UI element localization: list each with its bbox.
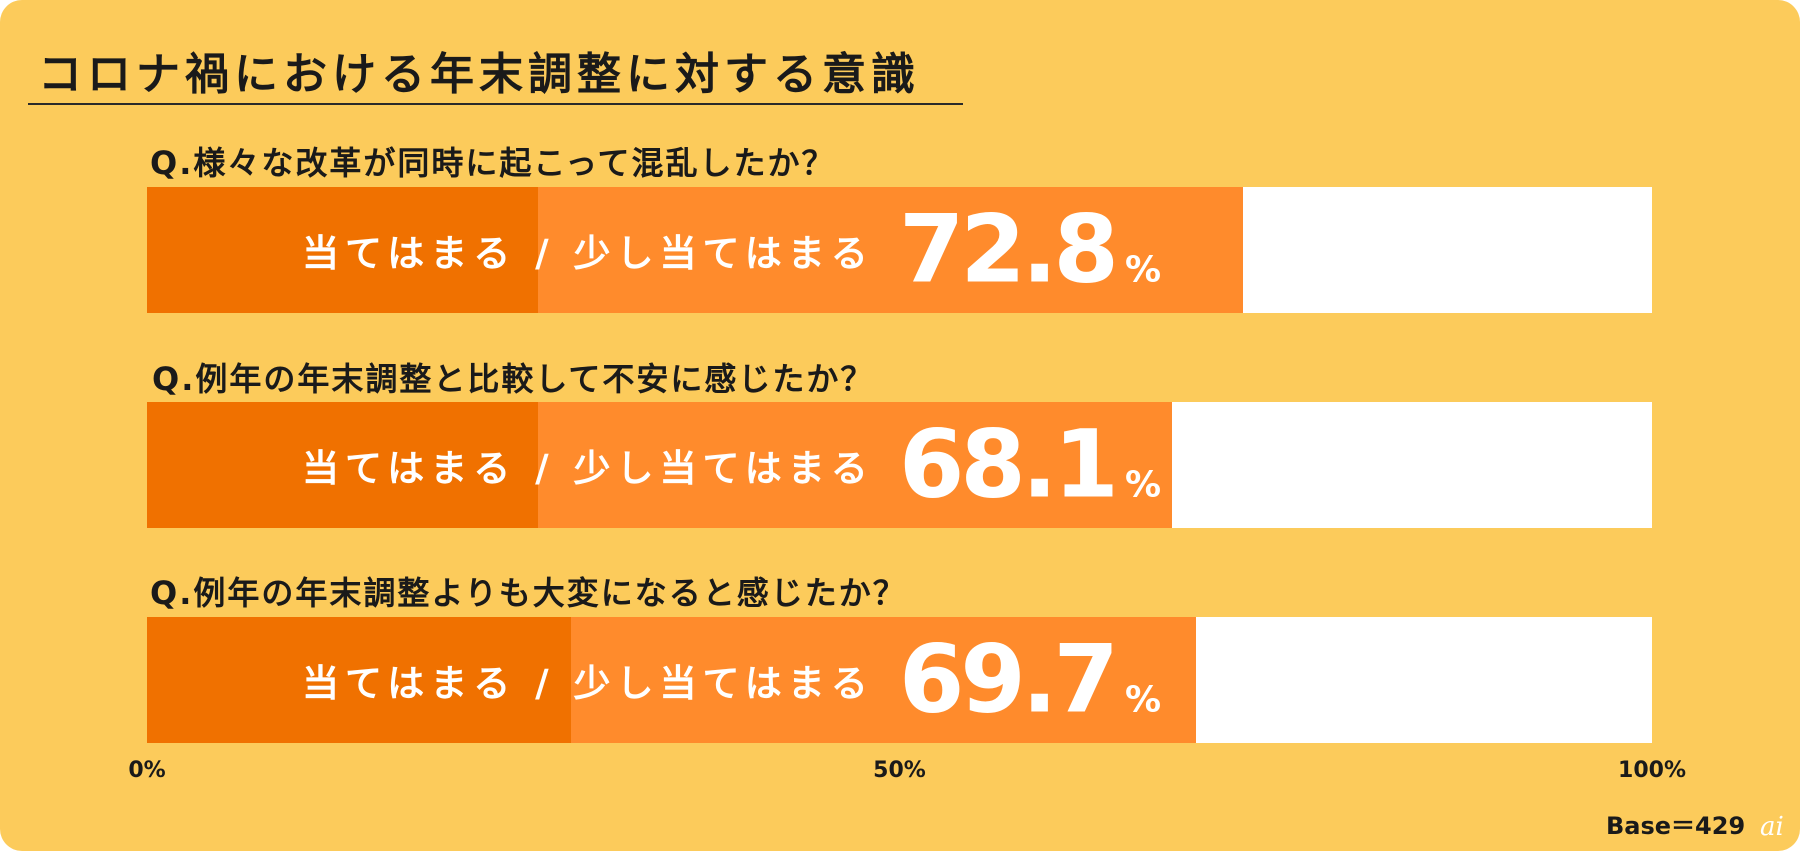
bar-label-2: 当てはまる / 少し当てはまる [302,447,874,490]
bar-value-2: 68.1% [899,411,1161,520]
bar-value-unit-1: % [1124,249,1162,291]
watermark-logo: ai [1760,812,1784,842]
question-2: Q.例年の年末調整と比較して不安に感じたか？ [152,360,875,398]
bar-value-unit-3: % [1124,679,1162,721]
question-1: Q.様々な改革が同時に起こって混乱したか？ [150,144,836,182]
base-count: Base＝429 [1606,812,1746,840]
bar-value-number-2: 68.1 [899,410,1119,520]
bar-segment-somewhat-1 [538,187,1243,313]
bar-segment-agree-2 [147,402,539,528]
bar-row-3: 当てはまる / 少し当てはまる 69.7% [147,617,1652,743]
question-3: Q.例年の年末調整よりも大変になると感じたか？ [150,574,907,612]
bar-label-1: 当てはまる / 少し当てはまる [302,232,874,275]
title-underline [28,103,963,105]
chart-title: コロナ禍における年末調整に対する意識 [38,49,920,100]
bar-row-2: 当てはまる / 少し当てはまる 68.1% [147,402,1652,528]
bar-value-3: 69.7% [899,626,1161,735]
bar-label-3: 当てはまる / 少し当てはまる [302,662,874,705]
bar-segment-agree-1 [147,187,539,313]
bar-segment-somewhat-2 [538,402,1172,528]
tick-50: 50% [873,758,926,783]
bar-value-unit-2: % [1124,464,1162,506]
bar-segment-agree-3 [147,617,572,743]
bar-segment-somewhat-3 [571,617,1196,743]
bar-value-number-1: 72.8 [899,195,1119,305]
tick-100: 100% [1618,758,1686,783]
bar-value-1: 72.8% [899,196,1161,305]
bar-row-1: 当てはまる / 少し当てはまる 72.8% [147,187,1652,313]
tick-0: 0% [128,758,166,783]
bar-value-number-3: 69.7 [899,625,1119,735]
